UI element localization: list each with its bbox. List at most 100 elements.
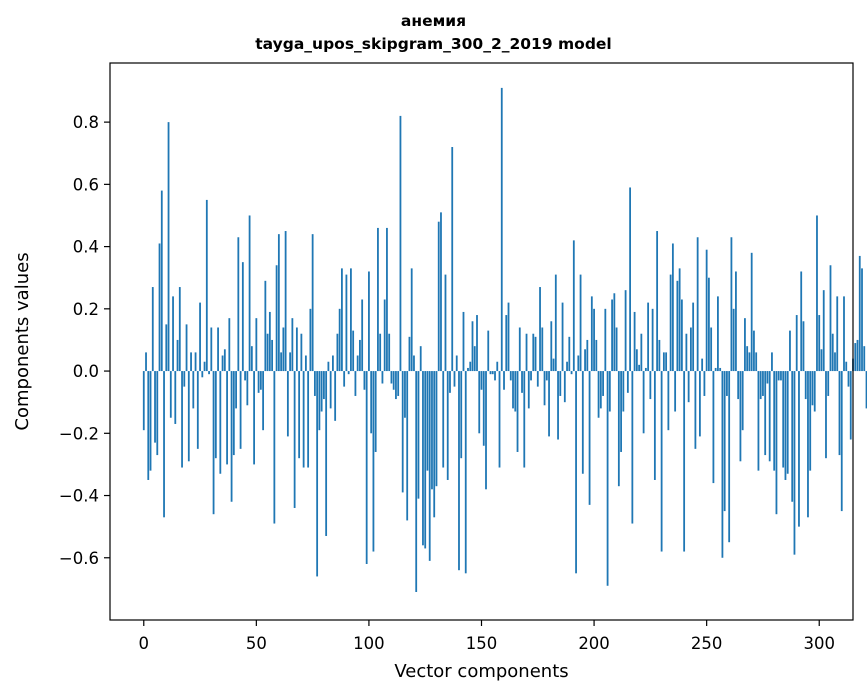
bar-70	[300, 333, 303, 372]
bar-40	[232, 371, 235, 456]
bar-103	[374, 371, 377, 452]
bar-180	[548, 371, 550, 437]
bar-142	[462, 311, 465, 372]
bar-300	[818, 315, 821, 372]
bar-89	[343, 371, 346, 387]
y-axis-label: Components values	[12, 252, 33, 430]
bar-220	[638, 364, 641, 372]
bar-158	[498, 371, 501, 468]
bar-93	[352, 330, 355, 372]
bar-71	[302, 371, 305, 468]
bar-102	[372, 371, 375, 552]
bar-9	[163, 371, 165, 518]
bar-234	[669, 274, 672, 372]
bar-164	[512, 371, 514, 409]
bar-299	[816, 215, 818, 372]
bar-156	[494, 371, 496, 381]
bar-49	[253, 371, 255, 465]
y-tick-label-7: 0.8	[73, 113, 99, 132]
bar-77	[316, 371, 319, 577]
bar-28	[205, 199, 208, 372]
bar-216	[629, 187, 632, 372]
bar-273	[757, 371, 760, 471]
bar-99	[365, 371, 368, 564]
bar-39	[230, 371, 233, 502]
bar-79	[320, 371, 323, 412]
bar-223	[644, 367, 647, 372]
bar-170	[525, 333, 528, 372]
bar-5	[154, 371, 156, 443]
bar-68	[295, 327, 298, 372]
x-tick-label-300: 300	[803, 634, 835, 653]
bar-154	[489, 371, 492, 375]
bar-184	[557, 371, 559, 440]
bar-149	[478, 371, 481, 434]
bar-238	[678, 268, 681, 372]
bar-221	[640, 333, 643, 372]
bar-254	[714, 367, 717, 372]
bar-150	[480, 371, 483, 390]
bar-30	[210, 327, 213, 372]
bar-237	[676, 280, 679, 372]
bar-307	[834, 352, 836, 372]
bar-286	[786, 371, 789, 474]
bar-119	[410, 268, 413, 372]
bar-272	[755, 352, 758, 372]
bar-135	[446, 371, 449, 480]
bar-245	[694, 371, 697, 449]
bar-44	[241, 262, 244, 372]
bar-81	[325, 371, 328, 536]
bar-24	[196, 371, 199, 449]
bar-196	[584, 349, 586, 372]
bar-215	[626, 371, 629, 393]
bar-64	[286, 371, 289, 437]
bar-207	[608, 371, 611, 412]
bar-62	[282, 327, 285, 372]
bar-289	[793, 371, 796, 555]
bar-188	[566, 361, 568, 372]
bar-121	[415, 371, 418, 592]
bar-101	[370, 371, 373, 434]
bar-148	[476, 315, 478, 372]
bar-65	[289, 352, 292, 372]
bar-58	[273, 371, 276, 524]
bar-153	[487, 330, 490, 372]
bar-287	[789, 330, 791, 372]
bar-130	[435, 371, 438, 487]
bar-177	[541, 327, 544, 372]
bar-278	[768, 371, 771, 462]
bar-126	[426, 371, 429, 471]
bar-280	[773, 371, 776, 471]
bar-244	[692, 302, 695, 372]
bar-302	[822, 290, 825, 372]
bar-162	[507, 302, 510, 372]
bar-157	[496, 361, 499, 372]
bar-255	[717, 296, 719, 372]
bar-37	[226, 371, 228, 465]
bar-239	[680, 299, 683, 372]
bar-208	[611, 299, 613, 372]
bar-69	[298, 371, 301, 459]
bar-2	[147, 371, 150, 480]
bar-179	[545, 371, 548, 381]
bar-309	[838, 371, 841, 456]
bar-219	[635, 349, 638, 372]
bar-191	[572, 240, 575, 372]
bar-147	[473, 346, 476, 372]
bar-151	[482, 371, 485, 446]
bar-75	[311, 234, 314, 372]
bar-205	[604, 308, 607, 372]
bar-321	[865, 371, 867, 409]
bar-293	[802, 321, 805, 372]
bar-213	[622, 371, 625, 412]
bar-60	[277, 234, 280, 372]
bar-86	[336, 333, 339, 372]
bar-85	[334, 371, 337, 421]
bar-165	[514, 371, 517, 412]
bar-115	[401, 371, 404, 493]
bar-218	[633, 311, 636, 372]
bar-100	[368, 271, 370, 372]
bar-18	[183, 371, 186, 387]
x-tick-label-0: 0	[139, 634, 150, 653]
bar-10	[165, 324, 168, 372]
